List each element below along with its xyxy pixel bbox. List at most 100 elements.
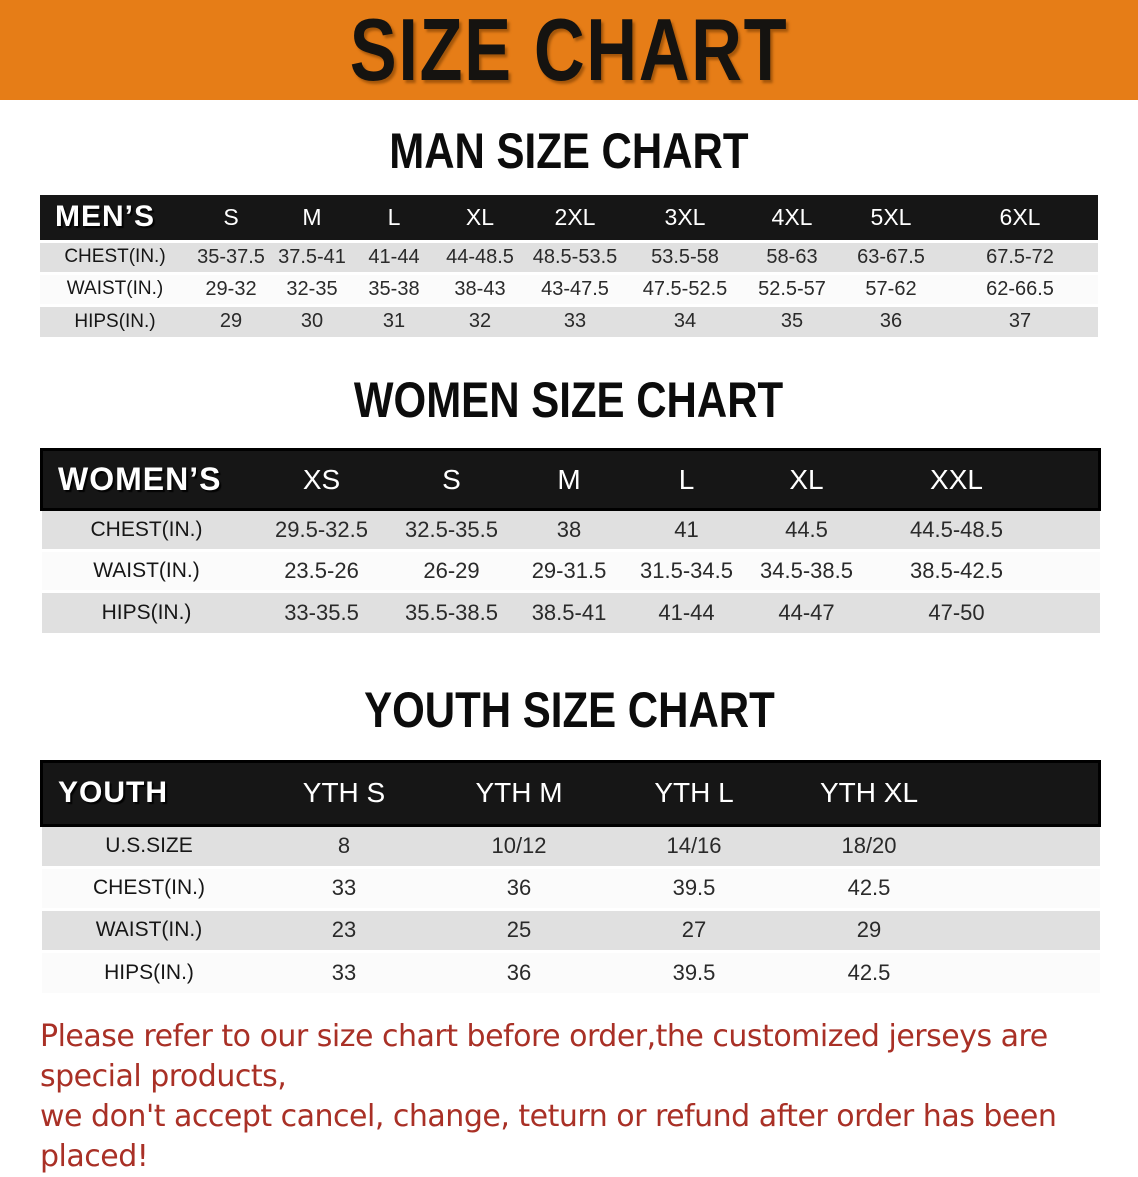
measurement-row: HIPS(IN.) 29 30 31 32 33 34 35 36 37 <box>40 305 1098 337</box>
measurement-value: 35-37.5 <box>190 241 272 273</box>
size-column-header: YTH L <box>606 759 782 827</box>
size-column-header: XS <box>251 448 392 511</box>
measurement-value: 33-35.5 <box>251 591 392 633</box>
measurement-label: U.S.SIZE <box>41 825 257 867</box>
measurement-value: 41-44 <box>352 241 436 273</box>
size-column-header: XXL <box>866 448 1047 511</box>
measurement-value: 29 <box>781 909 957 951</box>
measurement-value: 31.5-34.5 <box>626 550 747 592</box>
measurement-value: 57-62 <box>840 273 942 305</box>
measurement-value: 41 <box>626 509 747 551</box>
measurement-row: CHEST(IN.) 29.5-32.5 32.5-35.5 38 41 44.5 44.5… <box>41 509 1100 551</box>
measurement-value: 48.5-53.5 <box>524 241 626 273</box>
measurement-row: U.S.SIZE 8 10/12 14/16 18/20 <box>41 825 1100 867</box>
measurement-value: 26-29 <box>391 550 512 592</box>
youth-size-table: YOUTH YTH S YTH M YTH L YTH XL U.S.SIZE 8 10/1… <box>40 759 1101 993</box>
measurement-label: WAIST(IN.) <box>41 550 252 592</box>
filler-cell <box>956 825 1100 867</box>
measurement-value: 34.5-38.5 <box>746 550 867 592</box>
measurement-label: HIPS(IN.) <box>40 305 190 337</box>
measurement-value: 33 <box>256 951 432 993</box>
measurement-value: 38.5-41 <box>511 591 627 633</box>
size-column-header: 4XL <box>744 195 840 241</box>
measurement-value: 47.5-52.5 <box>626 273 744 305</box>
men-section-title: MAN SIZE CHART <box>389 123 749 179</box>
men-table-body: CHEST(IN.) 35-37.5 37.5-41 41-44 44-48.5 48.5… <box>40 241 1098 337</box>
filler-cell <box>1046 448 1101 511</box>
measurement-row: HIPS(IN.) 33 36 39.5 42.5 <box>41 951 1100 993</box>
measurement-value: 36 <box>431 867 607 909</box>
filler-cell <box>956 867 1100 909</box>
size-column-header: L <box>352 195 436 241</box>
measurement-value: 8 <box>256 825 432 867</box>
measurement-row: WAIST(IN.) 29-32 32-35 35-38 38-43 43-47.5 47.… <box>40 273 1098 305</box>
measurement-value: 41-44 <box>626 591 747 633</box>
measurement-value: 14/16 <box>606 825 782 867</box>
measurement-value: 33 <box>524 305 626 337</box>
measurement-value: 33 <box>256 867 432 909</box>
measurement-value: 44.5-48.5 <box>866 509 1047 551</box>
size-column-header: 5XL <box>840 195 942 241</box>
section-men: MAN SIZE CHART MEN’S S M L XL 2XL 3XL 4XL 5XL 6XL… <box>0 124 1138 337</box>
measurement-row: CHEST(IN.) 35-37.5 37.5-41 41-44 44-48.5 48.5… <box>40 241 1098 273</box>
size-column-header: M <box>511 448 627 511</box>
measurement-value: 36 <box>840 305 942 337</box>
measurement-row: HIPS(IN.) 33-35.5 35.5-38.5 38.5-41 41-44 44-… <box>41 591 1100 633</box>
women-table-body: CHEST(IN.) 29.5-32.5 32.5-35.5 38 41 44.5 44.5… <box>41 509 1100 633</box>
measurement-value: 39.5 <box>606 867 782 909</box>
size-group-label: WOMEN’S <box>40 448 252 511</box>
measurement-label: WAIST(IN.) <box>40 273 190 305</box>
size-header-row: YOUTH YTH S YTH M YTH L YTH XL <box>40 759 1101 827</box>
size-column-header: YTH M <box>431 759 607 827</box>
men-title-wrap: MAN SIZE CHART <box>0 124 1138 179</box>
disclaimer-line-2: we don't accept cancel, change, teturn o… <box>40 1099 1057 1174</box>
measurement-label: CHEST(IN.) <box>41 867 257 909</box>
size-column-header: 6XL <box>942 195 1098 241</box>
size-column-header: M <box>272 195 352 241</box>
measurement-value: 38.5-42.5 <box>866 550 1047 592</box>
measurement-value: 62-66.5 <box>942 273 1098 305</box>
measurement-label: HIPS(IN.) <box>41 951 257 993</box>
measurement-value: 32 <box>436 305 524 337</box>
filler-cell <box>956 909 1100 951</box>
filler-cell <box>956 759 1101 827</box>
measurement-value: 52.5-57 <box>744 273 840 305</box>
youth-table-body: U.S.SIZE 8 10/12 14/16 18/20 CHEST(IN.) 33 36 39… <box>41 825 1100 993</box>
measurement-value: 29 <box>190 305 272 337</box>
disclaimer: Please refer to our size chart before or… <box>40 1017 1118 1177</box>
measurement-value: 29-32 <box>190 273 272 305</box>
size-column-header: YTH XL <box>781 759 957 827</box>
measurement-value: 29-31.5 <box>511 550 627 592</box>
size-column-header: 2XL <box>524 195 626 241</box>
youth-table-header: YOUTH YTH S YTH M YTH L YTH XL <box>40 759 1101 827</box>
section-youth: YOUTH SIZE CHART YOUTH YTH S YTH M YTH L YTH… <box>0 682 1138 993</box>
measurement-value: 58-63 <box>744 241 840 273</box>
youth-title-wrap: YOUTH SIZE CHART <box>0 682 1138 738</box>
measurement-value: 18/20 <box>781 825 957 867</box>
filler-cell <box>1046 550 1100 592</box>
page-title: SIZE CHART <box>349 0 789 99</box>
size-header-row: WOMEN’S XS S M L XL XXL <box>40 448 1101 511</box>
measurement-value: 32-35 <box>272 273 352 305</box>
measurement-value: 44-47 <box>746 591 867 633</box>
measurement-value: 38 <box>511 509 627 551</box>
filler-cell <box>1046 509 1100 551</box>
women-size-table: WOMEN’S XS S M L XL XXL CHEST(IN.) 29.5-32.5 32.… <box>40 448 1101 633</box>
measurement-value: 47-50 <box>866 591 1047 633</box>
measurement-value: 10/12 <box>431 825 607 867</box>
women-title-wrap: WOMEN SIZE CHART <box>0 373 1138 428</box>
size-header-row: MEN’S S M L XL 2XL 3XL 4XL 5XL 6XL <box>40 195 1098 241</box>
measurement-value: 37.5-41 <box>272 241 352 273</box>
measurement-value: 32.5-35.5 <box>391 509 512 551</box>
measurement-row: WAIST(IN.) 23 25 27 29 <box>41 909 1100 951</box>
measurement-value: 23.5-26 <box>251 550 392 592</box>
section-women: WOMEN SIZE CHART WOMEN’S XS S M L XL XXL CHEST… <box>0 373 1138 633</box>
filler-cell <box>1046 591 1100 633</box>
size-column-header: L <box>626 448 747 511</box>
measurement-label: CHEST(IN.) <box>40 241 190 273</box>
measurement-value: 42.5 <box>781 951 957 993</box>
measurement-value: 38-43 <box>436 273 524 305</box>
measurement-label: CHEST(IN.) <box>41 509 252 551</box>
women-section-title: WOMEN SIZE CHART <box>354 372 784 428</box>
measurement-value: 25 <box>431 909 607 951</box>
